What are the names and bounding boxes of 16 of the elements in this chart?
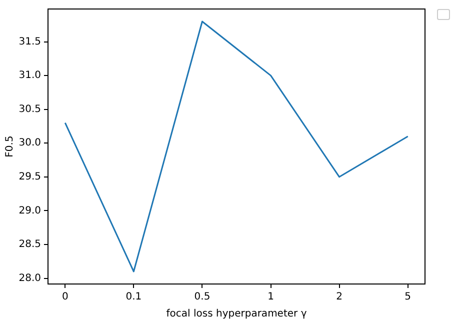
x-tick-label: 0.1	[126, 292, 142, 303]
y-axis-title: F0.5	[4, 136, 16, 158]
x-axis-title: focal loss hyperparameter γ	[166, 308, 307, 320]
y-tick-label: 30.5	[18, 104, 41, 115]
x-tick-label: 2	[336, 292, 343, 303]
x-tick-label: 0.5	[194, 292, 210, 303]
y-tick-label: 31.0	[18, 70, 41, 82]
y-tick-label: 30.0	[18, 138, 41, 149]
y-tick-label: 29.5	[18, 172, 41, 182]
x-tick-label: 1	[268, 292, 274, 303]
y-tick-label: 29.0	[18, 205, 41, 216]
x-tick-label: 0	[62, 292, 68, 303]
y-tick-label: 28.5	[18, 239, 41, 250]
y-tick-label: 28.0	[18, 272, 41, 284]
y-tick-label: 31.5	[18, 36, 41, 48]
x-tick-label: 5	[404, 292, 412, 303]
